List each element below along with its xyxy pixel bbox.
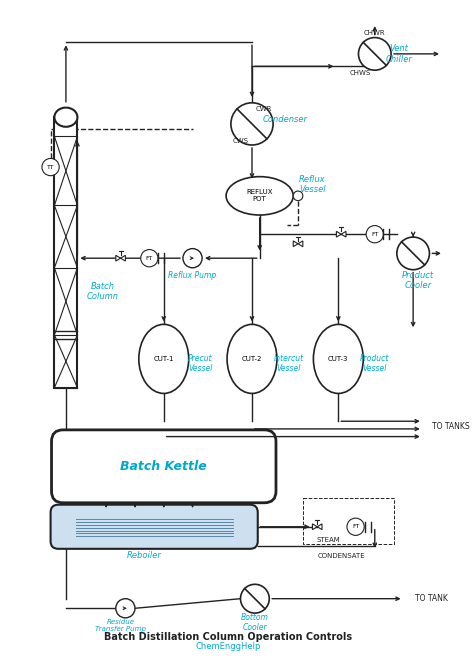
Text: TO TANKS: TO TANKS <box>432 422 470 430</box>
Text: Batch Distillation Column Operation Controls: Batch Distillation Column Operation Cont… <box>104 632 352 642</box>
Circle shape <box>358 37 391 70</box>
Text: STEAM: STEAM <box>317 537 341 543</box>
Text: CUT-3: CUT-3 <box>328 356 348 362</box>
Circle shape <box>116 599 135 618</box>
Text: CUT-2: CUT-2 <box>242 356 262 362</box>
Text: Product
Vessel: Product Vessel <box>360 354 390 374</box>
Text: TO TANK: TO TANK <box>415 594 448 603</box>
Text: CWS: CWS <box>232 138 248 144</box>
Text: Product
Cooler: Product Cooler <box>402 270 434 290</box>
FancyBboxPatch shape <box>52 430 276 503</box>
Ellipse shape <box>55 108 77 127</box>
Circle shape <box>240 584 269 613</box>
Ellipse shape <box>227 324 277 394</box>
Polygon shape <box>116 255 120 261</box>
Polygon shape <box>298 241 303 246</box>
Circle shape <box>397 237 429 270</box>
Bar <box>55 117 77 388</box>
FancyBboxPatch shape <box>51 505 258 549</box>
Text: ChemEnggHelp: ChemEnggHelp <box>195 642 261 651</box>
Text: CWR: CWR <box>255 105 272 111</box>
Text: Residue
Transfer Pump: Residue Transfer Pump <box>95 619 146 632</box>
Circle shape <box>183 248 202 268</box>
Polygon shape <box>312 524 317 529</box>
Text: REFLUX
POT: REFLUX POT <box>246 189 273 202</box>
Text: FT: FT <box>146 256 153 260</box>
Ellipse shape <box>313 324 363 394</box>
Text: CUT-1: CUT-1 <box>154 356 174 362</box>
Circle shape <box>366 226 383 243</box>
Text: Precut
Vessel: Precut Vessel <box>188 354 212 374</box>
Text: FT: FT <box>371 232 378 236</box>
Polygon shape <box>337 231 341 237</box>
Text: Vent
Chiller: Vent Chiller <box>385 44 412 63</box>
Text: CONDENSATE: CONDENSATE <box>318 553 365 559</box>
Bar <box>303 498 394 544</box>
Circle shape <box>42 159 59 176</box>
Circle shape <box>141 250 158 267</box>
Polygon shape <box>341 231 346 237</box>
Circle shape <box>293 191 303 200</box>
Text: Bottom
Cooler: Bottom Cooler <box>241 613 269 633</box>
Text: Batch
Column: Batch Column <box>86 282 118 302</box>
Polygon shape <box>120 255 126 261</box>
Text: Condenser: Condenser <box>263 115 308 124</box>
Text: Reboiler: Reboiler <box>127 551 162 560</box>
Text: TT: TT <box>47 165 55 170</box>
Text: CHWS: CHWS <box>350 70 371 76</box>
Circle shape <box>347 518 364 535</box>
Text: Intercut
Vessel: Intercut Vessel <box>273 354 303 374</box>
Text: Batch Kettle: Batch Kettle <box>120 460 207 473</box>
Text: FT: FT <box>352 524 359 529</box>
Polygon shape <box>293 241 298 246</box>
Circle shape <box>231 103 273 145</box>
Text: CHWR: CHWR <box>364 30 385 36</box>
Ellipse shape <box>226 176 293 215</box>
Text: Reflux Pump: Reflux Pump <box>168 271 217 280</box>
Text: Reflux
Vessel: Reflux Vessel <box>299 174 326 194</box>
Polygon shape <box>317 524 322 529</box>
Ellipse shape <box>139 324 189 394</box>
